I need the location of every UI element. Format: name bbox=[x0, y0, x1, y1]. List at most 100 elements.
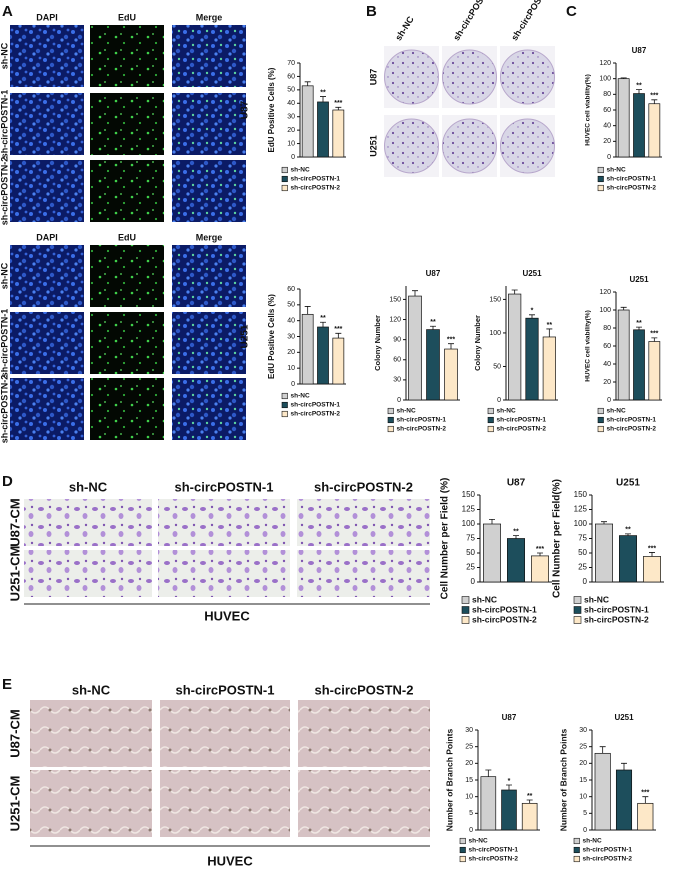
legend-label: sh-NC bbox=[291, 167, 310, 174]
y-tick-label: 150 bbox=[489, 296, 501, 303]
bar bbox=[426, 329, 440, 401]
row-label: U251 bbox=[368, 135, 378, 157]
legend-swatch bbox=[597, 416, 604, 424]
micrograph bbox=[297, 550, 430, 597]
micrograph bbox=[24, 550, 152, 597]
column-header: DAPI bbox=[36, 12, 58, 22]
micrograph bbox=[90, 378, 164, 440]
error-bar bbox=[412, 290, 418, 297]
row-label: sh-circPOSTN-1 bbox=[0, 90, 9, 159]
legend-swatch bbox=[573, 616, 582, 624]
y-tick-label: 100 bbox=[462, 519, 476, 528]
bar bbox=[301, 313, 314, 385]
y-tick-label: 20 bbox=[603, 138, 611, 145]
chart-title: U251 bbox=[629, 275, 649, 284]
legend-label: sh-circPOSTN-2 bbox=[291, 411, 341, 418]
y-axis-label: HUVEC cell viability(%) bbox=[585, 310, 592, 382]
legend-label: sh-circPOSTN-2 bbox=[607, 185, 657, 192]
y-tick-label: 75 bbox=[466, 534, 475, 543]
panel-label: E bbox=[2, 676, 12, 693]
bar bbox=[542, 336, 556, 401]
row-label: sh-NC bbox=[0, 262, 9, 289]
legend-swatch bbox=[597, 407, 604, 415]
y-tick-label: 150 bbox=[574, 490, 588, 499]
legend-swatch bbox=[281, 401, 288, 409]
column-header: Merge bbox=[196, 12, 223, 22]
y-tick-label: 25 bbox=[465, 744, 473, 751]
legend-label: sh-NC bbox=[397, 408, 416, 415]
micrograph bbox=[90, 160, 164, 222]
y-axis-label: Number of Branch Points bbox=[558, 728, 568, 831]
significance: * bbox=[508, 778, 511, 785]
column-header: sh-circPOSTN-1 bbox=[176, 682, 275, 697]
row-label: U251-CM bbox=[7, 546, 22, 602]
legend-swatch bbox=[461, 616, 470, 624]
legend-label: sh-NC bbox=[607, 167, 626, 174]
y-axis-label: Cell Number per Field(%) bbox=[552, 479, 563, 598]
y-tick-label: 10 bbox=[287, 365, 295, 372]
significance: *** bbox=[536, 546, 544, 553]
y-tick-label: 30 bbox=[287, 114, 295, 121]
plate bbox=[500, 49, 555, 105]
significance: *** bbox=[641, 790, 649, 797]
y-tick-label: 25 bbox=[578, 563, 587, 572]
significance: ** bbox=[636, 82, 642, 89]
legend-swatch bbox=[281, 166, 288, 174]
chart-title: U251 bbox=[614, 713, 634, 722]
column-header: sh-NC bbox=[72, 682, 111, 697]
legend-swatch bbox=[487, 416, 494, 424]
row-label: U87-CM bbox=[7, 709, 22, 757]
bar bbox=[595, 523, 613, 583]
micrograph bbox=[30, 770, 152, 837]
bar bbox=[637, 802, 654, 831]
y-tick-label: 30 bbox=[287, 333, 295, 340]
y-tick-label: 40 bbox=[603, 361, 611, 368]
y-tick-label: 30 bbox=[465, 727, 473, 734]
bar bbox=[317, 326, 329, 385]
column-header: sh-circPOSTN-1 bbox=[175, 479, 274, 494]
error-bar bbox=[448, 343, 454, 350]
significance: ** bbox=[513, 528, 519, 535]
bar bbox=[531, 555, 549, 583]
significance: ** bbox=[320, 89, 326, 96]
y-tick-label: 10 bbox=[287, 140, 295, 147]
row-label: U251-CM bbox=[7, 776, 22, 832]
y-tick-label: 50 bbox=[287, 87, 295, 94]
micrograph bbox=[172, 245, 246, 307]
legend-label: sh-NC bbox=[583, 838, 602, 845]
bar bbox=[332, 109, 345, 158]
y-tick-label: 30 bbox=[579, 727, 587, 734]
column-header: sh-NC bbox=[393, 14, 416, 42]
error-bar bbox=[335, 106, 342, 110]
significance: ** bbox=[547, 322, 553, 329]
error-bar bbox=[651, 99, 658, 104]
micrograph bbox=[172, 93, 246, 155]
micrograph bbox=[298, 770, 430, 837]
legend-label: sh-circPOSTN-1 bbox=[291, 402, 341, 409]
row-label: sh-circPOSTN-2 bbox=[0, 375, 9, 444]
bar bbox=[648, 103, 661, 158]
bar bbox=[301, 85, 314, 158]
bar bbox=[507, 538, 525, 583]
legend-label: sh-circPOSTN-2 bbox=[472, 614, 537, 624]
legend-label: sh-NC bbox=[469, 838, 488, 845]
y-tick-label: 50 bbox=[466, 548, 475, 557]
y-tick-label: 15 bbox=[465, 777, 473, 784]
chart-title: U251 bbox=[522, 269, 542, 278]
y-tick-label: 75 bbox=[578, 534, 587, 543]
y-tick-label: 150 bbox=[462, 490, 476, 499]
bar bbox=[525, 317, 539, 401]
micrograph bbox=[10, 160, 84, 222]
error-bar bbox=[320, 96, 326, 102]
error-bar bbox=[526, 799, 533, 804]
y-tick-label: 0 bbox=[291, 154, 295, 161]
micrograph bbox=[10, 312, 84, 374]
error-bar bbox=[513, 535, 519, 539]
legend-swatch bbox=[573, 596, 582, 604]
legend-label: sh-NC bbox=[607, 408, 626, 415]
y-tick-label: 0 bbox=[583, 577, 588, 586]
legend-swatch bbox=[387, 407, 394, 415]
legend-label: sh-circPOSTN-1 bbox=[469, 847, 519, 854]
bar bbox=[594, 752, 611, 831]
